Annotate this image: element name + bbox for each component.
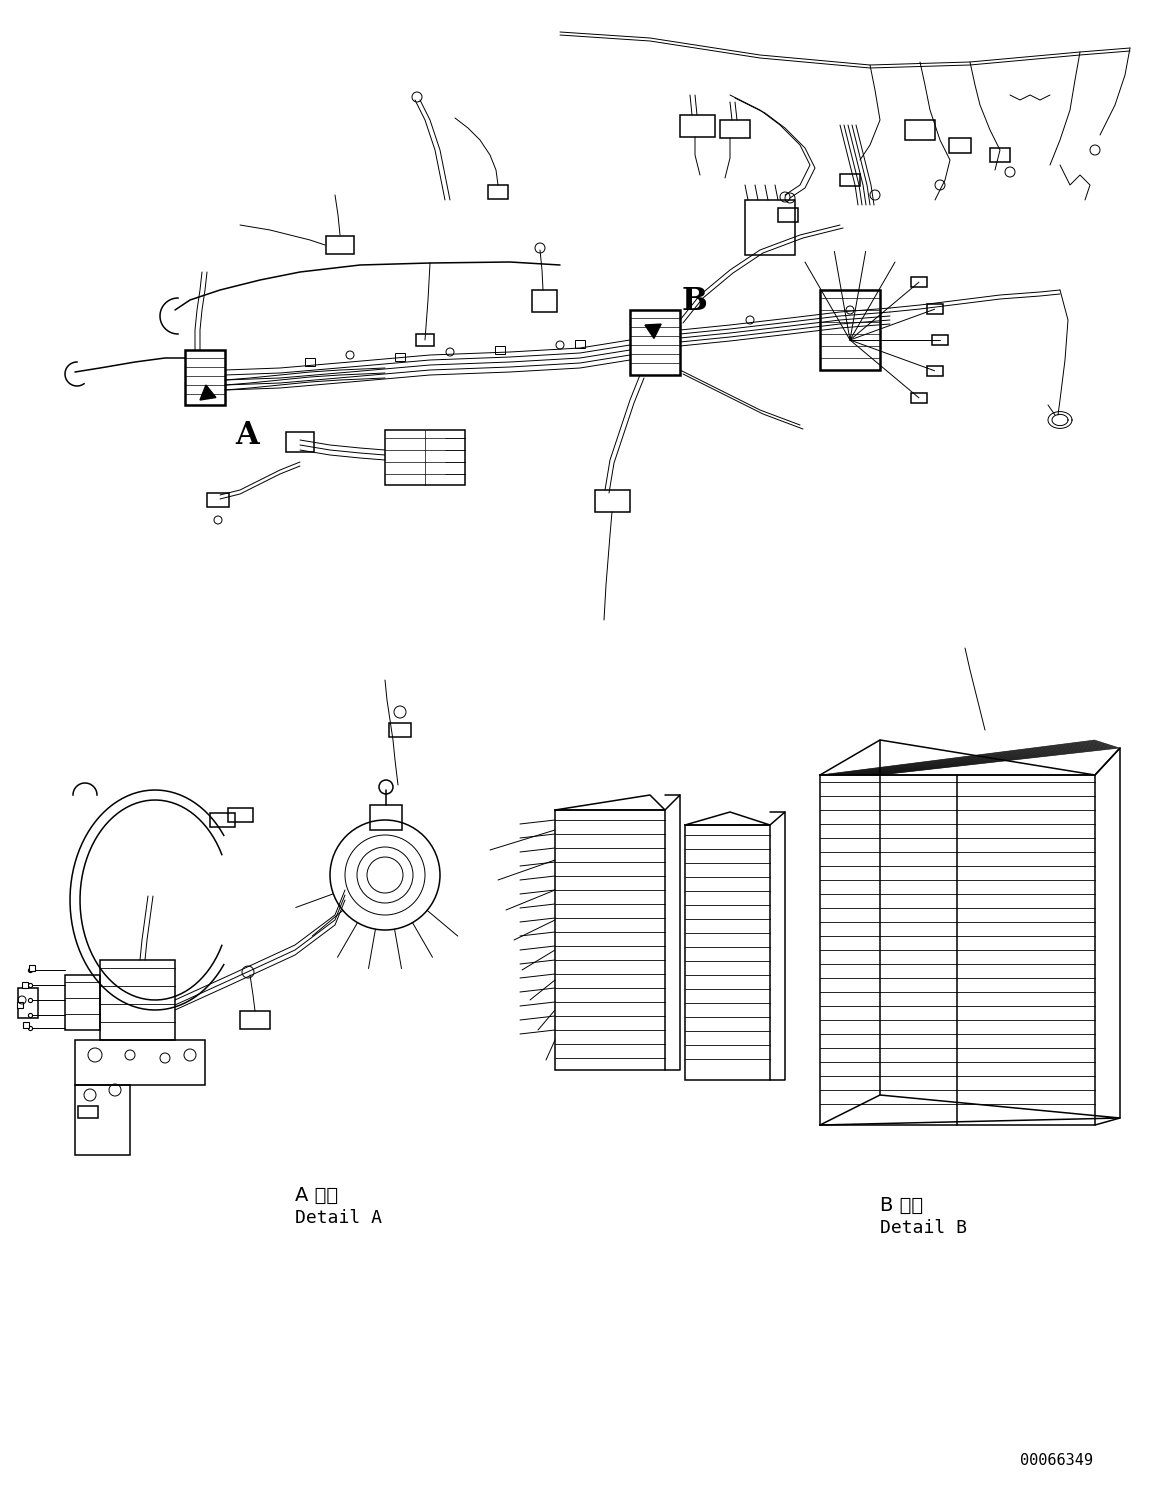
Bar [305, 359, 315, 366]
Bar [745, 199, 795, 254]
Bar [74, 1040, 205, 1085]
Bar [927, 366, 942, 376]
Polygon shape [200, 385, 216, 400]
Bar [65, 975, 100, 1030]
Bar [531, 290, 557, 312]
Text: B: B [682, 287, 708, 317]
Bar [575, 339, 585, 348]
Bar [680, 115, 715, 137]
Bar [778, 208, 798, 222]
Text: A: A [235, 420, 258, 451]
Bar [990, 147, 1009, 162]
Bar [555, 809, 665, 1070]
Bar [488, 185, 508, 199]
Bar [207, 493, 229, 507]
Text: Detail B: Detail B [880, 1219, 966, 1237]
Bar [228, 808, 252, 821]
Bar [17, 988, 38, 1018]
Bar [416, 333, 434, 347]
Text: 00066349: 00066349 [1020, 1452, 1093, 1469]
Bar [385, 430, 465, 485]
Bar [78, 1106, 98, 1117]
Bar [685, 824, 770, 1080]
Bar [395, 353, 405, 362]
Bar [100, 960, 174, 1040]
Bar [911, 277, 927, 287]
Bar [286, 432, 314, 452]
Bar [927, 304, 942, 314]
Bar [820, 290, 880, 371]
Bar [820, 775, 1096, 1125]
Bar [74, 1085, 130, 1155]
Bar [370, 805, 402, 830]
Text: B 詳細: B 詳細 [880, 1195, 923, 1214]
Text: A 詳細: A 詳細 [295, 1186, 338, 1204]
Bar [720, 121, 750, 138]
Bar [388, 723, 411, 737]
Text: Detail A: Detail A [295, 1208, 381, 1228]
Bar [595, 490, 630, 512]
Bar [840, 174, 859, 186]
Bar [905, 121, 935, 140]
Bar [326, 237, 354, 254]
Bar [949, 137, 971, 152]
Bar [240, 1010, 270, 1030]
Bar [185, 350, 224, 405]
Bar [630, 310, 680, 375]
Bar [911, 393, 927, 403]
Bar [932, 335, 948, 345]
Bar [209, 812, 235, 827]
Bar [495, 347, 505, 354]
Polygon shape [645, 324, 661, 338]
